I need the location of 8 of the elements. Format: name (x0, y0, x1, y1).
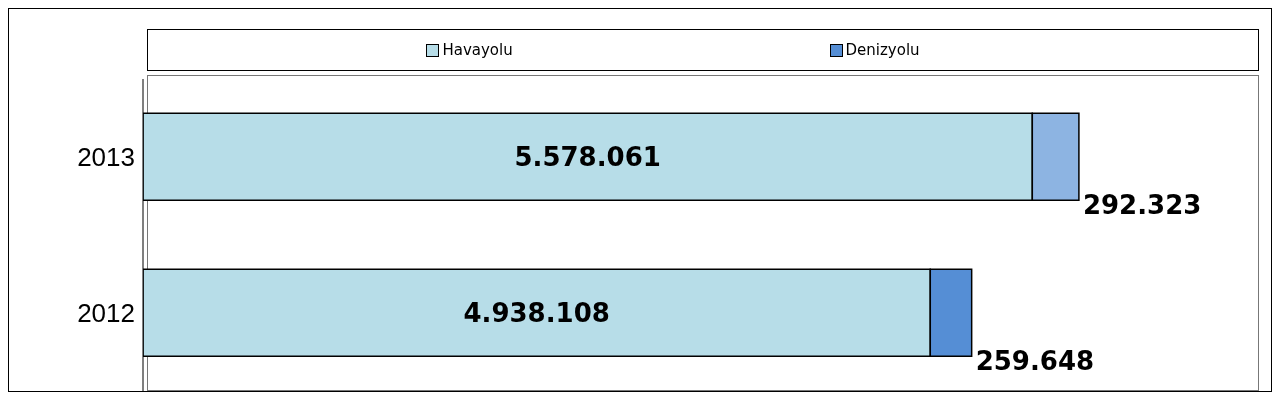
y-tick-label: 2012 (77, 298, 135, 329)
y-tick-label: 2013 (77, 142, 135, 173)
data-label: 4.938.108 (463, 297, 610, 328)
data-label: 259.648 (975, 346, 1095, 377)
data-label: 292.323 (1082, 190, 1202, 221)
data-label: 5.578.061 (514, 141, 661, 172)
legend-label: Denizyolu (844, 41, 920, 59)
legend-label: Havayolu (441, 41, 513, 59)
